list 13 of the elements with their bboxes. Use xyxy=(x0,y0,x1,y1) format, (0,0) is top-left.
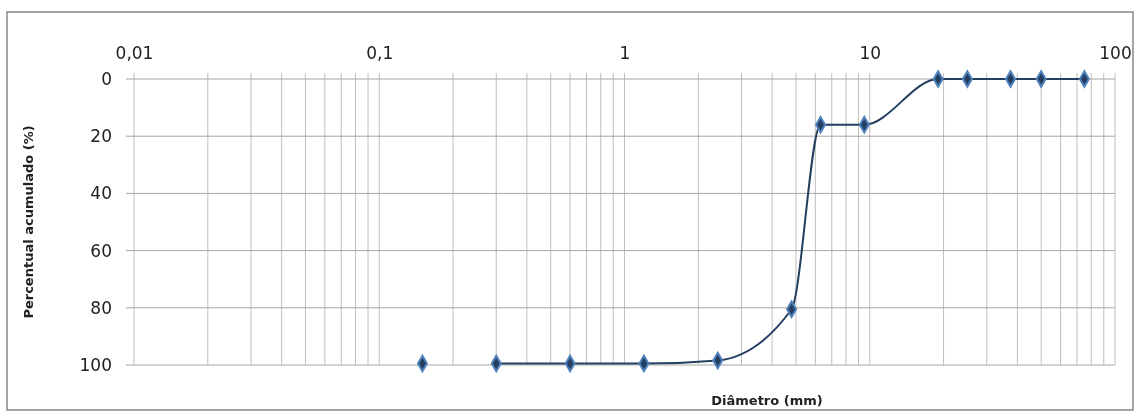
y-tick-label: 40 xyxy=(90,183,112,204)
y-axis-title: Percentual acumulado (%) xyxy=(21,125,36,319)
y-tick-label: 20 xyxy=(90,126,112,147)
x-tick-label: 0,01 xyxy=(115,43,154,63)
y-tick-label: 0 xyxy=(101,68,112,89)
x-tick-label: 100 xyxy=(1099,43,1132,63)
x-axis-title: Diâmetro (mm) xyxy=(711,393,823,408)
x-tick-label: 1 xyxy=(619,43,631,63)
y-tick-label: 60 xyxy=(90,240,112,261)
y-tick-label: 80 xyxy=(90,297,112,318)
y-tick-label: 100 xyxy=(79,354,112,375)
x-tick-label: 10 xyxy=(859,43,882,63)
x-tick-label: 0,1 xyxy=(366,43,394,63)
